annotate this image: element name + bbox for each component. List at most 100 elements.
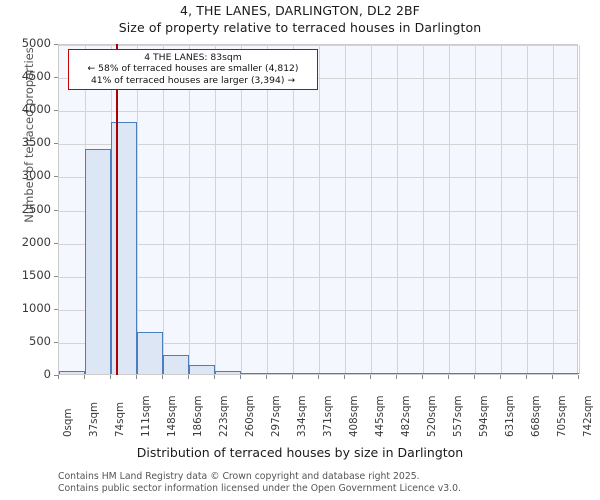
x-axis-tick-label: 668sqm bbox=[530, 395, 543, 437]
page-title: 4, THE LANES, DARLINGTON, DL2 2BF bbox=[180, 3, 420, 18]
gridline-horizontal bbox=[59, 342, 577, 344]
x-axis-tick-mark bbox=[474, 375, 476, 379]
x-axis-tick-mark bbox=[395, 375, 397, 379]
x-axis-title: Distribution of terraced houses by size … bbox=[136, 445, 464, 460]
histogram-bar bbox=[344, 372, 371, 374]
y-axis-tick-label: 4000 bbox=[21, 102, 51, 117]
x-axis-tick-label: 148sqm bbox=[165, 395, 178, 437]
plot-area bbox=[58, 44, 580, 375]
x-axis-tick-label: 557sqm bbox=[452, 395, 465, 437]
y-axis-tick-mark bbox=[54, 110, 58, 112]
x-axis-tick-label: 0sqm bbox=[62, 408, 74, 437]
x-axis-tick-mark bbox=[448, 375, 450, 379]
y-axis-tick-mark bbox=[54, 308, 58, 310]
footer-attribution: Contains HM Land Registry data © Crown c… bbox=[58, 471, 461, 494]
x-axis-tick-mark bbox=[292, 375, 294, 379]
gridline-vertical bbox=[162, 45, 164, 374]
y-axis-tick-label: 2000 bbox=[21, 234, 51, 249]
histogram-bar bbox=[423, 372, 450, 374]
y-axis-tick-label: 4500 bbox=[21, 69, 51, 84]
x-axis-tick-label: 371sqm bbox=[322, 395, 334, 437]
y-axis-tick-label: 1000 bbox=[21, 300, 51, 315]
x-axis-tick-mark bbox=[58, 375, 59, 379]
y-axis-tick-mark bbox=[54, 375, 58, 376]
histogram-bar bbox=[370, 372, 397, 374]
y-axis-tick-mark bbox=[54, 44, 58, 45]
footer-line-1: Contains HM Land Registry data © Crown c… bbox=[58, 471, 420, 482]
x-axis-tick-label: 520sqm bbox=[426, 395, 439, 437]
gridline-horizontal bbox=[59, 309, 577, 311]
x-axis-tick-label: 111sqm bbox=[139, 395, 152, 437]
x-axis-tick-label: 186sqm bbox=[192, 395, 205, 437]
x-axis-tick-mark bbox=[343, 375, 345, 379]
x-axis-tick-label: 223sqm bbox=[218, 395, 231, 437]
histogram-bar bbox=[319, 372, 345, 374]
x-axis-tick-label: 445sqm bbox=[373, 395, 386, 437]
x-axis-tick-label: 742sqm bbox=[582, 395, 594, 437]
footer-line-2: Contains public sector information licen… bbox=[58, 482, 461, 494]
gridline-horizontal bbox=[59, 111, 577, 113]
gridline-vertical bbox=[344, 45, 346, 374]
x-axis-tick-label: 631sqm bbox=[504, 395, 517, 437]
y-axis-tick-mark bbox=[54, 242, 58, 244]
x-axis-tick-label: 594sqm bbox=[478, 395, 491, 437]
y-axis-tick-label: 3000 bbox=[21, 168, 51, 183]
x-axis-tick-mark bbox=[266, 375, 268, 379]
histogram-bar bbox=[136, 332, 163, 374]
gridline-vertical bbox=[136, 45, 138, 374]
gridline-vertical bbox=[370, 45, 372, 374]
gridline-vertical bbox=[215, 45, 217, 374]
gridline-vertical bbox=[501, 45, 503, 374]
x-axis-tick-label: 74sqm bbox=[113, 401, 126, 437]
x-axis-tick-mark bbox=[135, 375, 137, 379]
gridline-vertical bbox=[579, 45, 580, 374]
histogram-bar bbox=[59, 370, 85, 374]
gridline-vertical bbox=[475, 45, 477, 374]
gridline-vertical bbox=[527, 45, 529, 374]
gridline-vertical bbox=[189, 45, 191, 374]
x-axis-tick-mark bbox=[109, 375, 111, 379]
x-axis-tick-mark bbox=[552, 375, 554, 379]
x-axis-tick-mark bbox=[422, 375, 424, 379]
histogram-bar bbox=[110, 122, 137, 374]
x-axis-tick-label: 705sqm bbox=[556, 395, 569, 437]
histogram-bar bbox=[449, 372, 476, 374]
x-axis-tick-label: 37sqm bbox=[87, 401, 100, 437]
y-axis-tick-label: 0 bbox=[43, 367, 51, 381]
gridline-vertical bbox=[449, 45, 451, 374]
x-axis-tick-label: 260sqm bbox=[244, 395, 257, 437]
x-axis-tick-mark bbox=[161, 375, 163, 379]
x-axis-tick-mark bbox=[500, 375, 502, 379]
histogram-bar bbox=[527, 372, 554, 374]
y-axis-tick-label: 5000 bbox=[21, 36, 51, 50]
gridline-vertical bbox=[241, 45, 243, 374]
gridline-horizontal bbox=[59, 177, 577, 179]
y-axis-tick-mark bbox=[54, 275, 58, 277]
histogram-bar bbox=[215, 371, 242, 374]
y-axis-tick-mark bbox=[54, 143, 58, 145]
x-axis-tick-label: 297sqm bbox=[270, 395, 283, 437]
x-axis-tick-mark bbox=[83, 375, 85, 379]
histogram-bar bbox=[84, 148, 111, 374]
annotation-box: 4 THE LANES: 83sqm ← 58% of terraced hou… bbox=[68, 49, 318, 91]
gridline-horizontal bbox=[59, 78, 577, 80]
gridline-vertical bbox=[423, 45, 425, 374]
y-axis-tick-label: 1500 bbox=[21, 267, 51, 282]
property-marker-line bbox=[116, 44, 119, 375]
y-axis-tick-mark bbox=[54, 77, 58, 79]
gridline-vertical bbox=[396, 45, 398, 374]
y-axis-tick-label: 500 bbox=[29, 333, 51, 348]
chart-subtitle: Size of property relative to terraced ho… bbox=[118, 20, 482, 35]
annotation-line-2: ← 58% of terraced houses are smaller (4,… bbox=[87, 63, 299, 75]
x-axis-tick-mark bbox=[526, 375, 528, 379]
y-axis-tick-mark bbox=[54, 209, 58, 211]
histogram-bar bbox=[553, 372, 579, 374]
gridline-horizontal bbox=[59, 243, 577, 245]
x-axis-tick-label: 408sqm bbox=[347, 395, 360, 437]
annotation-line-3: 41% of terraced houses are larger (3,394… bbox=[90, 74, 296, 86]
gridline-horizontal bbox=[59, 210, 577, 212]
histogram-bar bbox=[162, 355, 189, 374]
histogram-bar bbox=[396, 372, 423, 374]
x-axis-tick-mark bbox=[318, 375, 319, 379]
